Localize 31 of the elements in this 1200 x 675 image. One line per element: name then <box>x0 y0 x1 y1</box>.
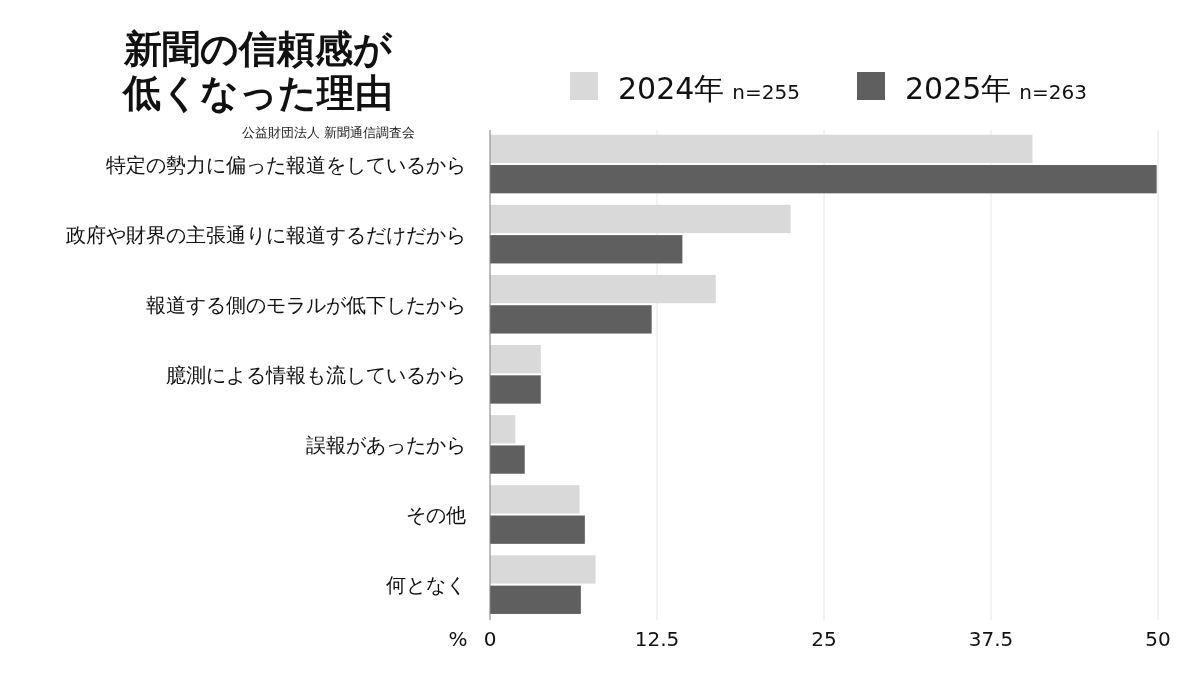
x-tick-label: 12.5 <box>634 627 680 651</box>
bar <box>490 515 585 544</box>
y-tick-label: 報道する側のモラルが低下したから <box>146 292 466 317</box>
y-tick-label: 臆測による情報も流しているから <box>166 363 466 387</box>
bar <box>490 555 596 584</box>
bar <box>490 585 581 614</box>
text: 公益財団法人 新聞通信調査会 <box>241 125 415 140</box>
bar <box>490 235 683 264</box>
y-tick-label: 政府や財界の主張通りに報道するだけだから <box>66 222 466 247</box>
bar <box>490 305 652 334</box>
y-tick-label: 誤報があったから <box>306 433 466 458</box>
chart-title: 新聞の信頼感が低くなった理由 <box>121 27 393 115</box>
x-tick-label: 0 <box>483 627 497 651</box>
y-tick-label: その他 <box>406 503 466 528</box>
bar <box>490 204 791 234</box>
x-tick-label: 25 <box>811 627 837 651</box>
bar <box>490 445 525 474</box>
bar <box>490 134 1033 164</box>
bar <box>490 165 1157 194</box>
y-tick-label: 何となく <box>386 573 466 598</box>
legend-label: 2024年 n=255 <box>618 71 800 106</box>
x-tick-label: 37.5 <box>968 627 1014 651</box>
x-axis-title: % <box>448 627 468 651</box>
bar <box>490 274 716 304</box>
bar <box>490 345 541 374</box>
bar <box>490 485 580 514</box>
y-tick-label: 特定の勢力に偏った報道をしているから <box>106 152 466 177</box>
bar <box>490 415 516 444</box>
x-tick-label: 50 <box>1145 627 1171 651</box>
legend-label: 2025年 n=263 <box>905 71 1087 106</box>
bar <box>490 375 541 404</box>
